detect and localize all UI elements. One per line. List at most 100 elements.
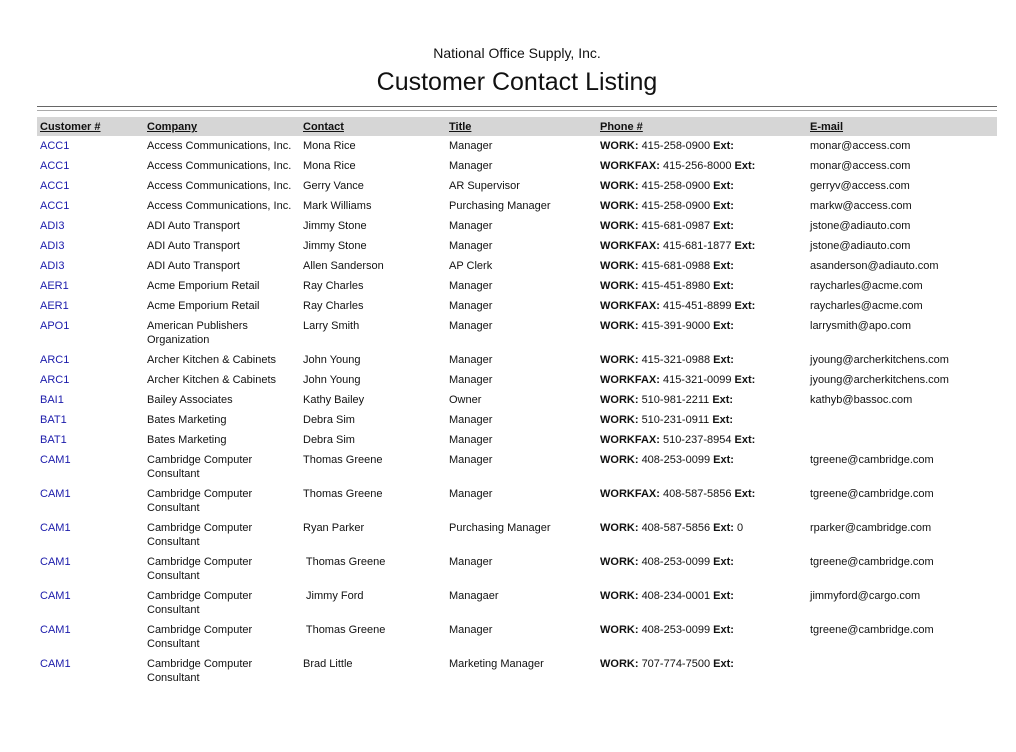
table-row: ACC1 Access Communications, Inc. Mona Rice… bbox=[37, 156, 997, 176]
customer-id-link[interactable]: BAT1 bbox=[40, 414, 67, 426]
title-cell: Manager bbox=[449, 488, 493, 500]
table-row: AER1 Acme Emporium Retail Ray Charles Manag… bbox=[37, 296, 997, 316]
divider bbox=[37, 106, 997, 107]
company-cell: Acme Emporium Retail bbox=[147, 280, 260, 292]
phone-cell: WORK: 415-391-9000 Ext: bbox=[600, 319, 734, 333]
title-cell: Manager bbox=[449, 220, 493, 232]
ext-label: Ext: bbox=[734, 300, 756, 312]
title-cell: Manager bbox=[449, 454, 493, 466]
company-cell: Cambridge Computer Consultant bbox=[147, 454, 253, 480]
table-row: CAM1 Cambridge Computer Consultant Thomas… bbox=[37, 552, 997, 586]
company-cell: Cambridge Computer Consultant bbox=[147, 624, 253, 650]
customer-id-link[interactable]: ACC1 bbox=[40, 140, 70, 152]
title-cell: Purchasing Manager bbox=[449, 522, 551, 534]
customer-id-link[interactable]: ARC1 bbox=[40, 374, 70, 386]
table-row: BAT1 Bates Marketing Debra Sim Manager WORKF… bbox=[37, 430, 997, 450]
customer-id-link[interactable]: ADI3 bbox=[40, 240, 65, 252]
email-cell: jstone@adiauto.com bbox=[810, 220, 911, 232]
customer-id-link[interactable]: CAM1 bbox=[40, 488, 71, 500]
contact-cell: Thomas Greene bbox=[303, 624, 386, 636]
company-cell: ADI Auto Transport bbox=[147, 220, 240, 232]
company-cell: Cambridge Computer Consultant bbox=[147, 488, 253, 514]
ext-label: Ext: bbox=[713, 320, 734, 332]
customer-id-link[interactable]: CAM1 bbox=[40, 454, 71, 466]
customer-id-link[interactable]: BAI1 bbox=[40, 394, 64, 406]
customer-id-link[interactable]: CAM1 bbox=[40, 556, 71, 568]
phone-number: 408-587-5856 bbox=[641, 522, 711, 534]
table-row: ACC1 Access Communications, Inc. Mark Will… bbox=[37, 196, 997, 216]
ext-label: Ext: bbox=[713, 556, 734, 568]
customer-id-link[interactable]: APO1 bbox=[40, 320, 70, 332]
contact-cell: Kathy Bailey bbox=[303, 394, 365, 406]
header-phone: Phone # bbox=[600, 121, 643, 133]
customer-id-link[interactable]: BAT1 bbox=[40, 434, 67, 446]
table-row: ARC1 Archer Kitchen & Cabinets John Young M… bbox=[37, 350, 997, 370]
phone-number: 415-681-1877 bbox=[662, 240, 732, 252]
title-cell: Manager bbox=[449, 160, 493, 172]
phone-number: 408-253-0099 bbox=[641, 556, 711, 568]
company-cell: Bates Marketing bbox=[147, 414, 227, 426]
customer-id-link[interactable]: ACC1 bbox=[40, 160, 70, 172]
customer-id-link[interactable]: CAM1 bbox=[40, 522, 71, 534]
title-cell: AP Clerk bbox=[449, 260, 493, 272]
contact-cell: Brad Little bbox=[303, 658, 353, 670]
phone-cell: WORKFAX: 510-237-8954 Ext: bbox=[600, 433, 755, 447]
email-cell: tgreene@cambridge.com bbox=[810, 488, 934, 500]
table-row: ADI3 ADI Auto Transport Allen Sanderson AP … bbox=[37, 256, 997, 276]
customer-id-link[interactable]: CAM1 bbox=[40, 658, 71, 670]
ext-label: Ext: bbox=[713, 200, 734, 212]
customer-id-link[interactable]: AER1 bbox=[40, 300, 69, 312]
table-row: BAT1 Bates Marketing Debra Sim Manager WORK:… bbox=[37, 410, 997, 430]
phone-cell: WORK: 510-231-0911 Ext: bbox=[600, 413, 733, 427]
customer-id-link[interactable]: ADI3 bbox=[40, 220, 65, 232]
company-cell: Cambridge Computer Consultant bbox=[147, 590, 253, 616]
contact-table: Customer # Company Contact Title Phone #… bbox=[37, 117, 997, 688]
phone-type: WORK: bbox=[600, 140, 639, 152]
customer-id-link[interactable]: CAM1 bbox=[40, 590, 71, 602]
company-cell: Access Communications, Inc. bbox=[147, 160, 292, 172]
customer-id-link[interactable]: CAM1 bbox=[40, 624, 71, 636]
customer-id-link[interactable]: ARC1 bbox=[40, 354, 70, 366]
customer-id-link[interactable]: AER1 bbox=[40, 280, 69, 292]
phone-type: WORKFAX: bbox=[600, 434, 660, 446]
title-cell: Owner bbox=[449, 394, 482, 406]
email-cell: tgreene@cambridge.com bbox=[810, 556, 934, 568]
email-cell: monar@access.com bbox=[810, 160, 911, 172]
table-row: CAM1 Cambridge Computer Consultant Jimmy … bbox=[37, 586, 997, 620]
phone-type: WORKFAX: bbox=[600, 488, 660, 500]
ext-label: Ext: bbox=[713, 260, 734, 272]
title-cell: Manager bbox=[449, 414, 493, 426]
contact-cell: Larry Smith bbox=[303, 320, 360, 332]
company-cell: Bates Marketing bbox=[147, 434, 227, 446]
customer-id-link[interactable]: ACC1 bbox=[40, 200, 70, 212]
phone-type: WORK: bbox=[600, 658, 639, 670]
phone-type: WORK: bbox=[600, 624, 639, 636]
phone-cell: WORKFAX: 408-587-5856 Ext: bbox=[600, 487, 755, 501]
contact-cell: Ray Charles bbox=[303, 280, 364, 292]
company-cell: Cambridge Computer Consultant bbox=[147, 658, 253, 684]
phone-number: 415-451-8980 bbox=[641, 280, 711, 292]
phone-number: 408-253-0099 bbox=[641, 624, 711, 636]
phone-number: 408-587-5856 bbox=[662, 488, 732, 500]
phone-type: WORK: bbox=[600, 180, 639, 192]
phone-number: 408-234-0001 bbox=[641, 590, 711, 602]
title-cell: Manager bbox=[449, 556, 493, 568]
email-cell: tgreene@cambridge.com bbox=[810, 454, 934, 466]
header-title: Title bbox=[449, 121, 472, 133]
table-row: ADI3 ADI Auto Transport Jimmy Stone Manager… bbox=[37, 216, 997, 236]
title-cell: Purchasing Manager bbox=[449, 200, 551, 212]
company-cell: ADI Auto Transport bbox=[147, 260, 240, 272]
company-cell: Access Communications, Inc. bbox=[147, 200, 292, 212]
phone-cell: WORKFAX: 415-321-0099 Ext: bbox=[600, 373, 755, 387]
customer-id-link[interactable]: ADI3 bbox=[40, 260, 65, 272]
phone-cell: WORK: 408-587-5856 Ext: 0 bbox=[600, 521, 743, 535]
company-cell: ADI Auto Transport bbox=[147, 240, 240, 252]
title-cell: Manager bbox=[449, 320, 493, 332]
email-cell: jimmyford@cargo.com bbox=[810, 590, 921, 602]
contact-cell: Mona Rice bbox=[303, 140, 356, 152]
customer-id-link[interactable]: ACC1 bbox=[40, 180, 70, 192]
title-cell: Manager bbox=[449, 300, 493, 312]
phone-cell: WORK: 415-321-0988 Ext: bbox=[600, 353, 734, 367]
table-row: CAM1 Cambridge Computer Consultant Thomas… bbox=[37, 620, 997, 654]
table-row: CAM1 Cambridge Computer Consultant Thomas … bbox=[37, 450, 997, 484]
